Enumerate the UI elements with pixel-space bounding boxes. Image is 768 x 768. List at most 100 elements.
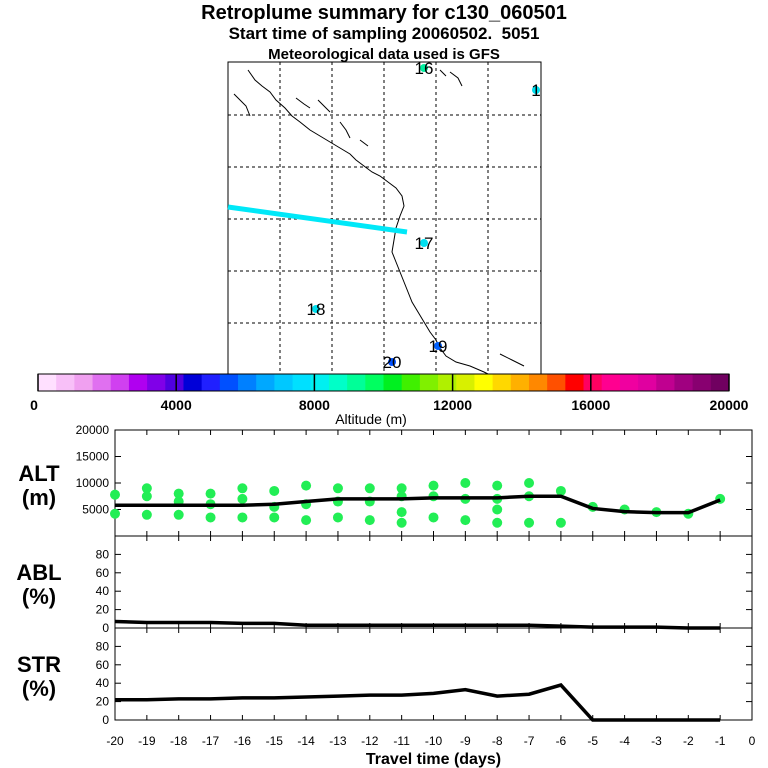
time-series-panels: 5000100001500020000ALT(m)020406080ABL(%)… bbox=[16, 423, 755, 768]
x-axis-label: Travel time (days) bbox=[366, 751, 501, 768]
colorbar-swatch bbox=[710, 374, 730, 391]
y-tick-label: 0 bbox=[102, 621, 109, 635]
colorbar-tick-label: 20000 bbox=[710, 397, 749, 413]
colorbar-swatch bbox=[328, 374, 348, 391]
plot-title: Retroplume summary for c130_060501 bbox=[201, 2, 567, 24]
panel-ylabel: ABL bbox=[16, 560, 61, 585]
scatter-point bbox=[237, 493, 248, 504]
colorbar-swatch bbox=[292, 374, 312, 391]
scatter-point bbox=[332, 512, 343, 523]
map-point-label-16: 16 bbox=[415, 59, 434, 78]
colorbar-swatch bbox=[238, 374, 257, 391]
scatter-point bbox=[110, 508, 120, 519]
x-tick-label: 0 bbox=[749, 734, 756, 748]
colorbar-swatch bbox=[165, 374, 184, 391]
scatter-point bbox=[555, 517, 566, 528]
colorbar-swatch bbox=[438, 374, 457, 391]
map-point-20 bbox=[388, 358, 396, 366]
colorbar-swatch bbox=[601, 374, 621, 391]
map-gridlines bbox=[228, 62, 541, 375]
scatter-point bbox=[205, 512, 216, 523]
y-tick-label: 5000 bbox=[82, 503, 109, 517]
scatter-point bbox=[110, 489, 120, 500]
met-data-label: Meteorological data used is GFS bbox=[268, 46, 500, 63]
colorbar-swatch bbox=[147, 374, 166, 391]
colorbar-swatch bbox=[583, 374, 603, 391]
x-tick-label: -2 bbox=[683, 734, 694, 748]
x-tick-label: -7 bbox=[524, 734, 535, 748]
map-point-18 bbox=[312, 305, 320, 313]
coastline-islands bbox=[233, 69, 525, 367]
scatter-point bbox=[141, 509, 152, 520]
colorbar-swatch bbox=[347, 374, 366, 391]
panel-alt: 5000 10000 15000 20000 ALT(m) bbox=[18, 423, 753, 537]
x-tick-label: -1 bbox=[715, 734, 726, 748]
scatter-point bbox=[173, 488, 184, 499]
map-point-label-19: 19 bbox=[429, 337, 448, 356]
colorbar-swatch bbox=[56, 374, 75, 391]
y-tick-label: 15000 bbox=[76, 450, 110, 464]
x-tick-label: -13 bbox=[329, 734, 347, 748]
scatter-point bbox=[396, 517, 407, 528]
scatter-point bbox=[269, 512, 280, 523]
sampling-times: Start time of sampling 20060502. 5051 bbox=[228, 24, 540, 43]
scatter-point bbox=[524, 517, 535, 528]
scatter-point bbox=[205, 488, 216, 499]
map-point-labels: 16 17 18 19 20 1 bbox=[307, 59, 541, 372]
colorbar-swatch bbox=[419, 374, 439, 391]
map-point-19 bbox=[434, 342, 442, 350]
x-tick-label: -18 bbox=[170, 734, 188, 748]
colorbar-swatch bbox=[92, 374, 112, 391]
colorbar-swatch bbox=[128, 374, 148, 391]
abl-line bbox=[114, 619, 721, 630]
colorbar-swatch bbox=[201, 374, 221, 391]
scatter-point bbox=[492, 504, 503, 515]
scatter-point bbox=[364, 483, 375, 494]
y-tick-label: 10000 bbox=[76, 476, 110, 490]
scatter-point bbox=[237, 512, 248, 523]
scatter-point bbox=[555, 485, 566, 496]
plume-trail bbox=[227, 204, 408, 235]
scatter-point bbox=[428, 480, 439, 491]
map-point-16 bbox=[420, 64, 428, 72]
panel-ylabel: (m) bbox=[22, 485, 56, 510]
map-point-label-18: 18 bbox=[307, 300, 326, 319]
colorbar-swatch bbox=[383, 374, 403, 391]
colorbar-swatch bbox=[256, 374, 275, 391]
x-tick-label: -10 bbox=[425, 734, 443, 748]
map-point-17 bbox=[420, 239, 428, 247]
y-tick-label: 80 bbox=[96, 639, 110, 653]
x-tick-label: -4 bbox=[619, 734, 630, 748]
y-tick-label: 0 bbox=[102, 713, 109, 727]
y-tick-label: 80 bbox=[96, 547, 110, 561]
y-tick-label: 20 bbox=[96, 603, 110, 617]
colorbar-swatch bbox=[656, 374, 675, 391]
map-point-label-20: 20 bbox=[383, 353, 402, 372]
scatter-point bbox=[364, 515, 375, 526]
x-tick-label: -16 bbox=[234, 734, 252, 748]
x-tick-label: -6 bbox=[556, 734, 567, 748]
x-tick-label: -19 bbox=[138, 734, 156, 748]
scatter-point bbox=[396, 507, 407, 518]
x-tick-label: -20 bbox=[106, 734, 124, 748]
colorbar-swatch bbox=[401, 374, 421, 391]
scatter-point bbox=[173, 509, 184, 520]
scatter-point bbox=[141, 491, 152, 502]
x-tick-label: -12 bbox=[361, 734, 379, 748]
y-tick-label: 20000 bbox=[76, 423, 110, 437]
colorbar-swatch bbox=[219, 374, 239, 391]
scatter-point bbox=[492, 480, 503, 491]
scatter-point bbox=[460, 515, 471, 526]
map-point-label-17: 17 bbox=[415, 234, 434, 253]
x-tick-label: -9 bbox=[460, 734, 471, 748]
colorbar-swatch bbox=[274, 374, 294, 391]
colorbar-swatch bbox=[474, 374, 494, 391]
scatter-point bbox=[428, 512, 439, 523]
scatter-point bbox=[237, 483, 248, 494]
y-tick-label: 60 bbox=[96, 566, 110, 580]
panel-ylabel: STR bbox=[17, 652, 61, 677]
str-line bbox=[115, 683, 721, 722]
x-tick-label: -3 bbox=[651, 734, 662, 748]
